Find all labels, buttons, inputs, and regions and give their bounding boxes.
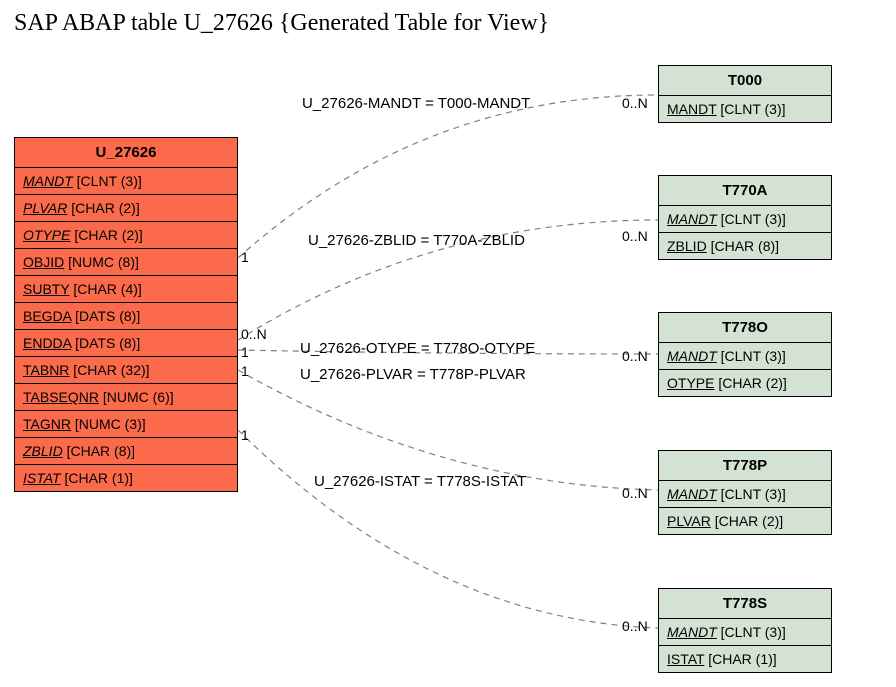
entity-field: TAGNR [NUMC (3)] [15, 411, 237, 438]
edge-label: U_27626-ISTAT = T778S-ISTAT [314, 473, 526, 490]
entity-field: OTYPE [CHAR (2)] [659, 370, 831, 396]
entity-t778p: T778PMANDT [CLNT (3)]PLVAR [CHAR (2)] [658, 450, 832, 535]
entity-header: T778P [659, 451, 831, 481]
entity-field: TABNR [CHAR (32)] [15, 357, 237, 384]
edge-label: U_27626-MANDT = T000-MANDT [302, 95, 530, 112]
cardinality: 0..N [622, 618, 648, 634]
entity-header: T000 [659, 66, 831, 96]
entity-field: ZBLID [CHAR (8)] [15, 438, 237, 465]
cardinality: 1 [241, 344, 249, 360]
entity-field: MANDT [CLNT (3)] [659, 206, 831, 233]
entity-header: T778S [659, 589, 831, 619]
cardinality: 1 [241, 363, 249, 379]
entity-field: ZBLID [CHAR (8)] [659, 233, 831, 259]
cardinality: 0..N [622, 95, 648, 111]
cardinality: 1 [241, 249, 249, 265]
edge-label: U_27626-PLVAR = T778P-PLVAR [300, 366, 526, 383]
cardinality: 0..N [622, 348, 648, 364]
entity-header: T778O [659, 313, 831, 343]
entity-field: ISTAT [CHAR (1)] [15, 465, 237, 491]
edge-label: U_27626-OTYPE = T778O-OTYPE [300, 340, 535, 357]
entity-field: ENDDA [DATS (8)] [15, 330, 237, 357]
entity-field: MANDT [CLNT (3)] [15, 168, 237, 195]
entity-field: MANDT [CLNT (3)] [659, 481, 831, 508]
entity-t778o: T778OMANDT [CLNT (3)]OTYPE [CHAR (2)] [658, 312, 832, 397]
entity-main: U_27626MANDT [CLNT (3)]PLVAR [CHAR (2)]O… [14, 137, 238, 492]
cardinality: 0..N [241, 326, 267, 342]
entity-field: BEGDA [DATS (8)] [15, 303, 237, 330]
entity-field: PLVAR [CHAR (2)] [659, 508, 831, 534]
entity-header: U_27626 [15, 138, 237, 168]
cardinality: 1 [241, 427, 249, 443]
entity-t000: T000MANDT [CLNT (3)] [658, 65, 832, 123]
entity-header: T770A [659, 176, 831, 206]
cardinality: 0..N [622, 228, 648, 244]
entity-field: MANDT [CLNT (3)] [659, 96, 831, 122]
entity-t778s: T778SMANDT [CLNT (3)]ISTAT [CHAR (1)] [658, 588, 832, 673]
diagram-title: SAP ABAP table U_27626 {Generated Table … [14, 10, 549, 37]
entity-field: SUBTY [CHAR (4)] [15, 276, 237, 303]
entity-field: OTYPE [CHAR (2)] [15, 222, 237, 249]
edge-label: U_27626-ZBLID = T770A-ZBLID [308, 232, 525, 249]
entity-t770a: T770AMANDT [CLNT (3)]ZBLID [CHAR (8)] [658, 175, 832, 260]
cardinality: 0..N [622, 485, 648, 501]
entity-field: ISTAT [CHAR (1)] [659, 646, 831, 672]
entity-field: MANDT [CLNT (3)] [659, 343, 831, 370]
entity-field: MANDT [CLNT (3)] [659, 619, 831, 646]
entity-field: OBJID [NUMC (8)] [15, 249, 237, 276]
entity-field: PLVAR [CHAR (2)] [15, 195, 237, 222]
entity-field: TABSEQNR [NUMC (6)] [15, 384, 237, 411]
